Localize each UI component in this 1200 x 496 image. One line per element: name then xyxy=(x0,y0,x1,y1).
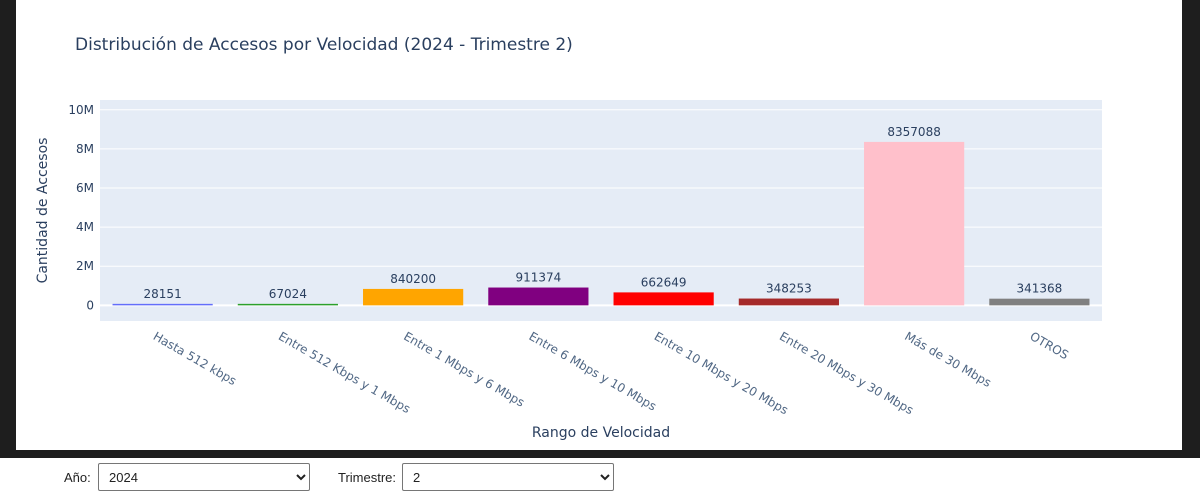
chart-panel: Distribución de Accesos por Velocidad (2… xyxy=(16,0,1182,450)
y-tick-label: 4M xyxy=(76,220,94,234)
app-frame: Distribución de Accesos por Velocidad (2… xyxy=(0,0,1200,458)
data-label: 840200 xyxy=(390,272,436,286)
y-tick-label: 2M xyxy=(76,259,94,273)
data-label: 341368 xyxy=(1016,282,1062,296)
bar xyxy=(613,292,714,306)
y-axis-title: Cantidad de Accesos xyxy=(35,138,51,284)
quarter-select[interactable]: 2 xyxy=(402,463,614,491)
bar xyxy=(989,298,1090,306)
x-tick-label: Entre 512 Kbps y 1 Mbps xyxy=(276,329,413,416)
bar-chart: Distribución de Accesos por Velocidad (2… xyxy=(35,35,1102,441)
bar xyxy=(237,303,338,306)
x-tick-label: Más de 30 Mbps xyxy=(902,329,993,390)
bar xyxy=(738,298,839,306)
y-tick-label: 6M xyxy=(76,181,94,195)
x-tick-label: Entre 20 Mbps y 30 Mbps xyxy=(777,329,916,417)
chart-title: Distribución de Accesos por Velocidad (2… xyxy=(75,35,573,55)
x-tick-label: Entre 6 Mbps y 10 Mbps xyxy=(526,329,658,413)
bar xyxy=(488,287,589,306)
bar xyxy=(864,141,965,306)
x-tick-label: Entre 10 Mbps y 20 Mbps xyxy=(652,329,791,417)
x-tick-label: OTROS xyxy=(1027,329,1071,362)
x-axis-title: Rango de Velocidad xyxy=(532,425,670,441)
x-tick-label: Hasta 512 kbps xyxy=(151,329,239,388)
y-tick-label: 0 xyxy=(86,298,94,312)
filter-controls: Año: 2024 Trimestre: 2 xyxy=(0,458,1200,496)
data-label: 348253 xyxy=(766,282,812,296)
year-select[interactable]: 2024 xyxy=(98,463,310,491)
x-tick-label: Entre 1 Mbps y 6 Mbps xyxy=(401,329,527,410)
data-label: 662649 xyxy=(641,275,687,289)
year-label: Año: xyxy=(64,470,91,485)
bar xyxy=(363,288,464,306)
data-label: 67024 xyxy=(269,287,307,301)
bar xyxy=(112,303,213,306)
quarter-label: Trimestre: xyxy=(338,470,397,485)
data-label: 911374 xyxy=(515,271,561,285)
data-label: 28151 xyxy=(144,287,182,301)
y-tick-label: 10M xyxy=(68,103,94,117)
data-label: 8357088 xyxy=(887,125,940,139)
y-tick-label: 8M xyxy=(76,142,94,156)
